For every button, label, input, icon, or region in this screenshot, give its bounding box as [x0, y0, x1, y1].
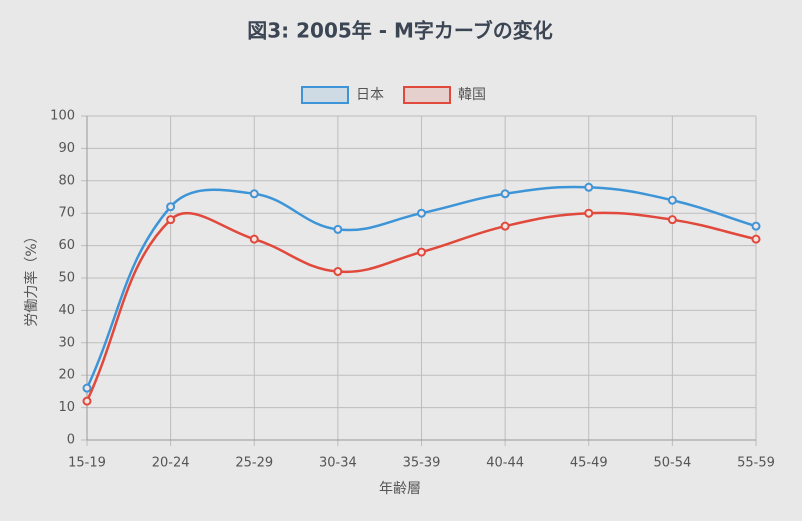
- x-tick-label: 15-19: [68, 456, 106, 471]
- point: [417, 247, 426, 257]
- point: [500, 189, 510, 199]
- y-tick-label: 30: [58, 335, 75, 350]
- legend-label[interactable]: 韓国: [458, 87, 486, 103]
- point: [751, 234, 761, 244]
- y-tick-label: 80: [58, 173, 75, 188]
- point: [751, 221, 761, 231]
- point: [584, 182, 594, 192]
- x-tick-label: 35-39: [403, 456, 441, 471]
- legend-label[interactable]: 日本: [356, 87, 384, 103]
- y-tick-label: 40: [58, 303, 75, 318]
- point: [82, 396, 92, 406]
- point: [82, 383, 92, 393]
- point: [500, 221, 510, 231]
- y-tick-label: 100: [50, 109, 75, 124]
- x-tick-label: 55-59: [737, 456, 775, 471]
- point: [166, 202, 176, 212]
- x-tick-label: 25-29: [235, 456, 273, 471]
- x-tick-label: 30-34: [319, 456, 357, 471]
- x-tick-label: 45-49: [570, 456, 608, 471]
- point: [333, 267, 343, 277]
- legend-swatch[interactable]: [403, 86, 451, 104]
- x-tick-label: 50-54: [653, 456, 691, 471]
- y-axis-title: 労働力率（%）: [23, 229, 40, 326]
- point: [249, 189, 259, 199]
- y-tick-label: 50: [58, 271, 75, 286]
- point: [333, 224, 343, 234]
- y-tick-label: 10: [58, 400, 75, 415]
- y-tick-label: 90: [58, 141, 75, 156]
- point: [417, 208, 426, 218]
- point: [667, 215, 677, 225]
- chart-title: 図3: 2005年 - M字カーブの変化: [247, 19, 552, 43]
- x-tick-label: 40-44: [486, 456, 524, 471]
- legend-swatch[interactable]: [301, 86, 349, 104]
- point: [249, 234, 259, 244]
- point: [166, 215, 176, 225]
- point: [667, 195, 677, 205]
- x-tick-label: 20-24: [152, 456, 190, 471]
- y-tick-label: 70: [58, 206, 75, 221]
- point: [584, 208, 594, 218]
- x-axis-title: 年齢層: [379, 481, 421, 497]
- y-tick-label: 20: [58, 368, 75, 383]
- y-tick-label: 60: [58, 238, 75, 253]
- y-tick-label: 0: [67, 433, 75, 448]
